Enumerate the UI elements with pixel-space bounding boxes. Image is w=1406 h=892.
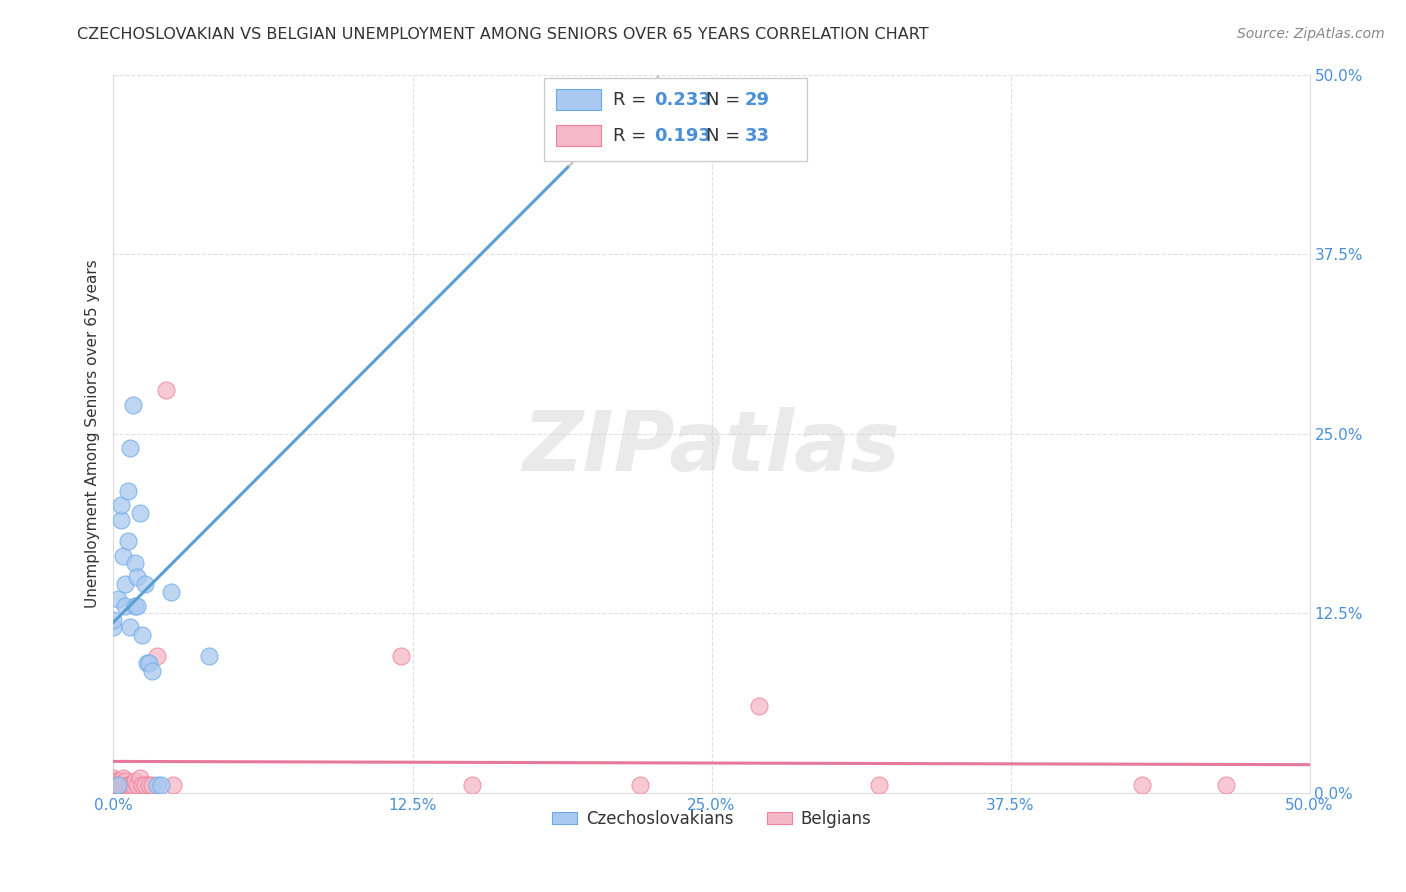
Point xyxy=(107,779,129,793)
Point xyxy=(136,657,159,671)
Point xyxy=(134,779,156,793)
Point xyxy=(141,664,163,678)
Point xyxy=(107,774,129,789)
Point xyxy=(134,577,156,591)
Text: R =: R = xyxy=(613,127,652,145)
Point xyxy=(114,779,136,793)
Point xyxy=(110,774,132,789)
Point xyxy=(162,779,184,793)
Text: N =: N = xyxy=(706,127,745,145)
Point xyxy=(112,772,135,786)
Text: R =: R = xyxy=(613,91,652,109)
Point xyxy=(389,649,412,664)
Point xyxy=(124,599,146,613)
Point xyxy=(198,649,221,664)
Point xyxy=(127,779,149,793)
Point xyxy=(112,779,135,793)
Point xyxy=(748,699,770,714)
Point xyxy=(104,774,127,789)
Point xyxy=(103,774,125,789)
Point xyxy=(1130,779,1153,793)
Text: 0.233: 0.233 xyxy=(654,91,711,109)
Point xyxy=(117,483,139,498)
Point xyxy=(138,657,160,671)
Point xyxy=(110,499,132,513)
Point xyxy=(107,779,129,793)
Point xyxy=(138,779,160,793)
Point xyxy=(160,584,183,599)
Point xyxy=(103,613,125,627)
Point xyxy=(114,599,136,613)
Point xyxy=(557,96,579,111)
Point xyxy=(117,779,139,793)
Point xyxy=(127,570,149,584)
Point xyxy=(141,779,163,793)
Point xyxy=(114,577,136,591)
Point xyxy=(150,779,173,793)
Point xyxy=(131,628,153,642)
Text: N =: N = xyxy=(706,91,745,109)
Point xyxy=(114,774,136,789)
Point xyxy=(110,779,132,793)
Point xyxy=(868,779,890,793)
Point xyxy=(628,779,651,793)
Point xyxy=(131,779,153,793)
Point xyxy=(124,556,146,570)
Point xyxy=(103,620,125,634)
Point xyxy=(121,779,143,793)
Point xyxy=(110,513,132,527)
Point xyxy=(145,649,167,664)
Text: ZIPatlas: ZIPatlas xyxy=(523,408,900,489)
Text: Source: ZipAtlas.com: Source: ZipAtlas.com xyxy=(1237,27,1385,41)
Point xyxy=(112,549,135,563)
Point xyxy=(145,779,167,793)
Point xyxy=(117,534,139,549)
Text: 29: 29 xyxy=(745,91,770,109)
Point xyxy=(155,384,177,398)
Text: 33: 33 xyxy=(745,127,770,145)
Point xyxy=(121,398,143,412)
Text: 0.193: 0.193 xyxy=(654,127,711,145)
Bar xyxy=(555,89,602,111)
FancyBboxPatch shape xyxy=(544,78,807,161)
Point xyxy=(128,506,150,520)
Point xyxy=(103,779,125,793)
Text: CZECHOSLOVAKIAN VS BELGIAN UNEMPLOYMENT AMONG SENIORS OVER 65 YEARS CORRELATION : CZECHOSLOVAKIAN VS BELGIAN UNEMPLOYMENT … xyxy=(77,27,929,42)
Point xyxy=(461,779,484,793)
Point xyxy=(124,774,146,789)
Point xyxy=(120,441,142,455)
Bar xyxy=(555,125,602,146)
Point xyxy=(120,779,142,793)
Point xyxy=(104,779,127,793)
Point xyxy=(1215,779,1237,793)
Legend: Czechoslovakians, Belgians: Czechoslovakians, Belgians xyxy=(546,804,877,835)
Point xyxy=(120,620,142,634)
Point xyxy=(103,772,125,786)
Point xyxy=(128,772,150,786)
Point xyxy=(107,591,129,606)
Y-axis label: Unemployment Among Seniors over 65 years: Unemployment Among Seniors over 65 years xyxy=(86,260,100,608)
Point xyxy=(127,599,149,613)
